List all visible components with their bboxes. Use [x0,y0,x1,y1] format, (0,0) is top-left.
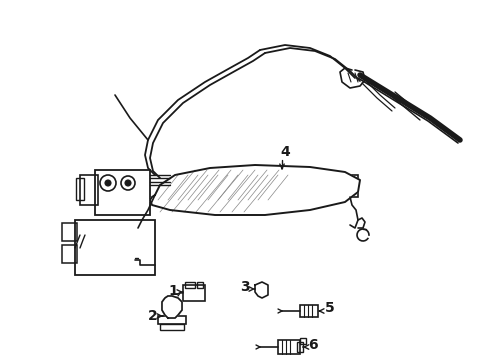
Circle shape [125,180,131,186]
Text: 4: 4 [280,145,289,159]
Text: 1: 1 [168,284,177,298]
Bar [339,175,357,197]
Bar [197,282,203,288]
Text: 2: 2 [148,309,158,323]
Bar [158,316,185,324]
Bar [62,223,77,241]
Bar [62,245,77,263]
Bar [80,175,98,205]
Bar [296,342,303,352]
Bar [75,220,155,275]
Bar [184,282,195,288]
Text: 6: 6 [307,338,317,352]
Bar [299,305,317,317]
Bar [256,287,265,293]
Bar [76,178,84,200]
Bar [278,340,299,354]
Text: 5: 5 [325,301,334,315]
Text: 3: 3 [240,280,249,294]
Polygon shape [162,296,182,318]
Bar [95,170,150,215]
Bar [299,338,305,344]
Circle shape [105,180,111,186]
Polygon shape [254,282,267,298]
Polygon shape [150,165,359,215]
Bar [160,324,183,330]
Bar [275,172,287,180]
Bar [183,285,204,301]
